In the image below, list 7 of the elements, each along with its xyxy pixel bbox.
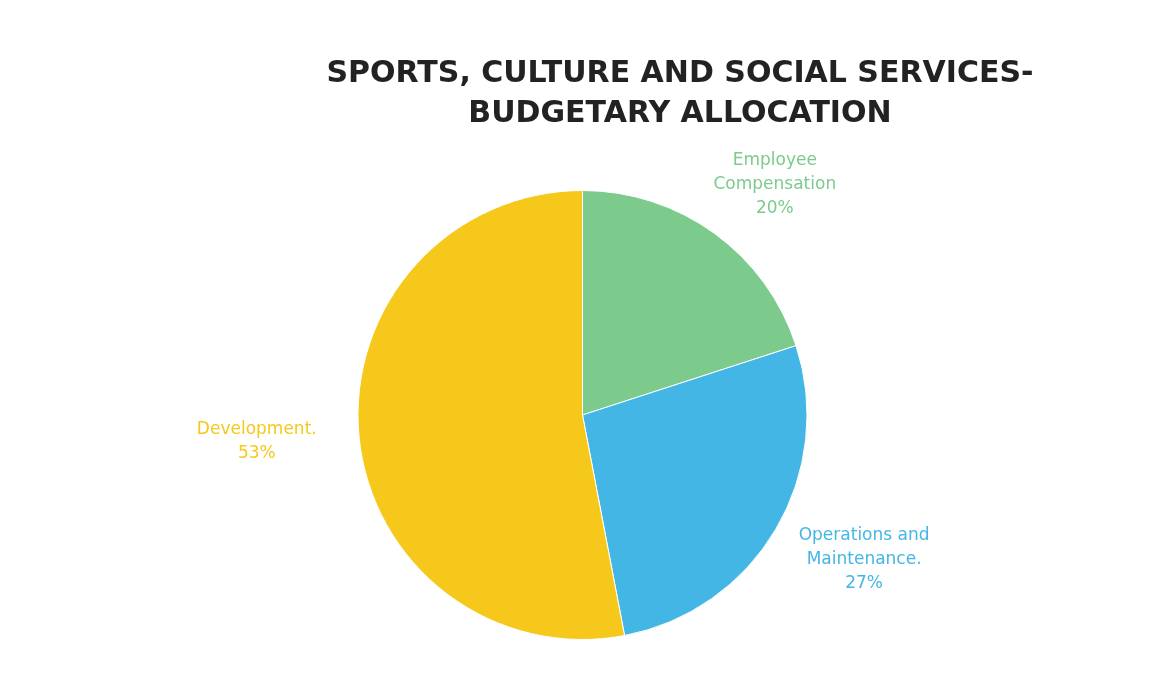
slice-label: Employee Compensation [713,149,837,194]
data-label: 53% [237,442,276,463]
data-label: 27% [845,572,884,593]
slice-label: Development. [196,418,317,439]
data-label: 20% [755,197,794,218]
slice-label: Operations and Maintenance. [798,524,930,569]
chart-title: SPORTS, CULTURE AND SOCIAL SERVICES-BUDGETARY ALLOCATION [325,53,1035,131]
